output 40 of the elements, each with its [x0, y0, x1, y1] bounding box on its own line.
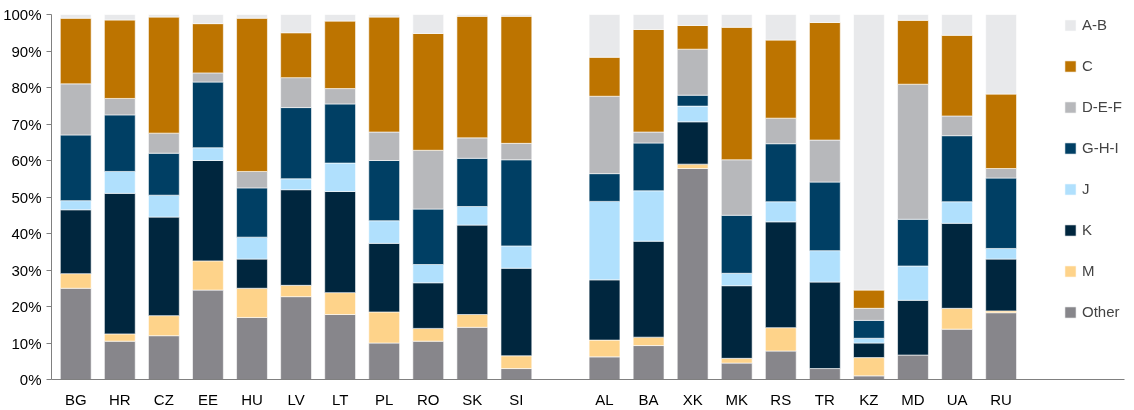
- x-tick-label: BA: [638, 390, 659, 408]
- y-tick-label: 80%: [11, 79, 42, 96]
- x-tick-label: PL: [375, 390, 394, 408]
- x-tick-label: XK: [682, 390, 703, 408]
- x-tick-label: HU: [241, 390, 263, 408]
- x-tick-label: MD: [901, 390, 925, 408]
- x-tick-label: UA: [946, 390, 968, 408]
- x-tick-label: SI: [509, 390, 524, 408]
- x-tick-label: HR: [108, 390, 131, 408]
- y-tick-label: 50%: [11, 188, 42, 206]
- legend-label: M: [1082, 262, 1096, 279]
- x-tick-label: TR: [814, 390, 836, 408]
- legend-label: J: [1082, 180, 1091, 197]
- legend-label: Other: [1082, 303, 1120, 320]
- x-tick-label: RO: [417, 390, 440, 408]
- legend-label: D-E-F: [1082, 98, 1122, 115]
- x-tick-label: RS: [770, 390, 792, 408]
- y-tick-label: 70%: [11, 115, 42, 133]
- x-tick-label: CZ: [153, 390, 174, 408]
- y-tick-label: 10%: [11, 334, 42, 352]
- x-tick-label: RU: [990, 390, 1012, 408]
- legend-label: A-B: [1082, 16, 1108, 33]
- y-tick-label: 20%: [11, 298, 42, 315]
- x-tick-label: BG: [64, 390, 87, 408]
- x-tick-label: LV: [287, 390, 305, 408]
- y-tick-label: 60%: [11, 152, 42, 169]
- y-tick-label: 90%: [11, 42, 42, 60]
- legend-label: K: [1082, 221, 1093, 238]
- x-tick-label: KZ: [859, 390, 879, 408]
- y-tick-label: 100%: [3, 6, 42, 23]
- x-tick-label: SK: [462, 390, 483, 408]
- x-tick-label: LT: [331, 390, 349, 408]
- y-tick-label: 40%: [11, 225, 42, 242]
- x-tick-label: AL: [595, 390, 614, 408]
- legend-label: C: [1082, 57, 1094, 74]
- legend-label: G-H-I: [1082, 139, 1119, 156]
- x-tick-label: MK: [725, 390, 748, 408]
- y-tick-label: 30%: [11, 261, 42, 279]
- x-tick-label: EE: [197, 390, 218, 408]
- y-tick-label: 0%: [19, 371, 42, 388]
